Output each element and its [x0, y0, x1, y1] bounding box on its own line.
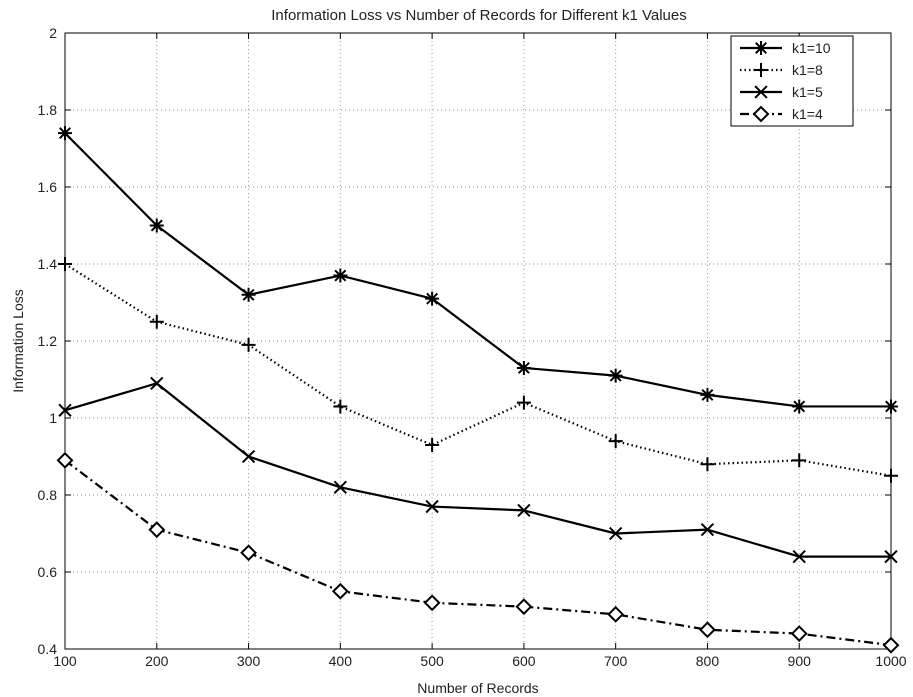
- grid: [65, 33, 891, 649]
- data-point-x: [425, 499, 439, 514]
- data-point-x: [517, 503, 531, 518]
- legend-label: k1=4: [792, 106, 823, 122]
- x-tick-label: 1000: [875, 653, 906, 669]
- y-tick-label: 1.8: [38, 102, 58, 118]
- x-tick-label: 300: [237, 653, 261, 669]
- data-point-diamond: [882, 636, 900, 654]
- data-point-diamond: [148, 521, 166, 539]
- data-point-asterisk: [516, 360, 531, 375]
- series-line: [64, 382, 891, 558]
- y-tick-label: 0.8: [38, 487, 58, 503]
- data-point-diamond: [240, 544, 257, 562]
- data-point-x: [884, 549, 898, 564]
- series-k1-4: [56, 451, 900, 654]
- y-tick-label: 1.4: [38, 256, 58, 272]
- legend-marker-asterisk: [754, 41, 768, 55]
- data-point-plus: [608, 434, 623, 449]
- legend-marker-x: [754, 85, 768, 99]
- data-point-plus: [425, 437, 440, 452]
- data-point-diamond: [699, 621, 716, 639]
- legend-entry: k1=8: [740, 62, 823, 78]
- data-point-x: [241, 449, 256, 464]
- data-point-x: [150, 376, 164, 391]
- data-point-diamond: [790, 625, 808, 643]
- data-point-asterisk: [58, 126, 72, 141]
- data-point-x: [700, 522, 715, 537]
- series-k1-5: [58, 376, 898, 564]
- series-layer: [56, 126, 900, 654]
- data-point-x: [609, 526, 623, 541]
- legend-marker-diamond: [752, 105, 770, 123]
- data-point-asterisk: [333, 268, 348, 283]
- data-point-plus: [149, 314, 164, 329]
- y-tick-label: 1.2: [38, 333, 58, 349]
- x-tick-label: 600: [512, 653, 536, 669]
- x-tick-label: 500: [420, 653, 444, 669]
- legend: k1=10 k1=8 k1=5 k1=4: [730, 35, 854, 127]
- legend-label: k1=8: [792, 62, 823, 78]
- data-point-x: [333, 480, 347, 494]
- x-tick-label: 400: [329, 653, 353, 669]
- data-point-plus: [241, 337, 256, 352]
- data-point-plus: [58, 257, 72, 271]
- data-point-asterisk: [792, 399, 807, 414]
- y-axis-ticks: 0.4 0.6 0.8 1 1.2 1.4 1.6 1.8 2: [38, 25, 891, 657]
- legend-entry: k1=5: [740, 84, 823, 100]
- chart-title: Information Loss vs Number of Records fo…: [271, 7, 686, 24]
- legend-marker-plus: [754, 63, 768, 77]
- x-tick-label: 100: [53, 653, 77, 669]
- y-tick-label: 2: [49, 25, 57, 41]
- legend-entry: k1=4: [740, 105, 823, 123]
- legend-label: k1=10: [792, 40, 831, 56]
- series-k1-8: [58, 257, 898, 483]
- data-point-diamond: [56, 451, 74, 469]
- legend-label: k1=5: [792, 84, 823, 100]
- data-point-asterisk: [700, 387, 715, 402]
- series-line: [64, 263, 892, 477]
- x-tick-label: 800: [696, 653, 720, 669]
- data-point-asterisk: [608, 368, 623, 383]
- series-line: [64, 132, 891, 408]
- data-point-x: [58, 403, 72, 417]
- data-point-plus: [700, 457, 715, 472]
- y-axis-label: Information Loss: [10, 289, 26, 393]
- x-axis-label: Number of Records: [417, 680, 538, 696]
- data-point-diamond: [423, 594, 441, 612]
- y-tick-label: 1: [49, 410, 57, 426]
- data-point-plus: [792, 453, 807, 468]
- x-axis-ticks: 100 200 300 400 500 600 700 800 900 1000: [53, 33, 907, 669]
- series-k1-10: [58, 126, 898, 414]
- legend-box: [730, 35, 854, 127]
- data-point-plus: [516, 395, 531, 410]
- legend-entry: k1=10: [740, 40, 831, 56]
- data-point-diamond: [607, 605, 625, 623]
- data-point-x: [792, 549, 806, 564]
- data-point-plus: [884, 468, 898, 483]
- x-tick-label: 700: [604, 653, 628, 669]
- y-tick-label: 0.6: [38, 564, 58, 580]
- series-line: [64, 459, 892, 647]
- data-point-asterisk: [149, 218, 164, 233]
- data-point-asterisk: [241, 287, 256, 302]
- y-tick-label: 0.4: [38, 641, 58, 657]
- x-tick-label: 200: [145, 653, 169, 669]
- data-point-diamond: [515, 598, 533, 616]
- y-tick-label: 1.6: [38, 179, 58, 195]
- data-point-plus: [333, 399, 348, 414]
- x-tick-label: 900: [788, 653, 812, 669]
- data-point-diamond: [331, 582, 349, 600]
- data-point-asterisk: [425, 291, 440, 306]
- data-point-asterisk: [884, 399, 898, 414]
